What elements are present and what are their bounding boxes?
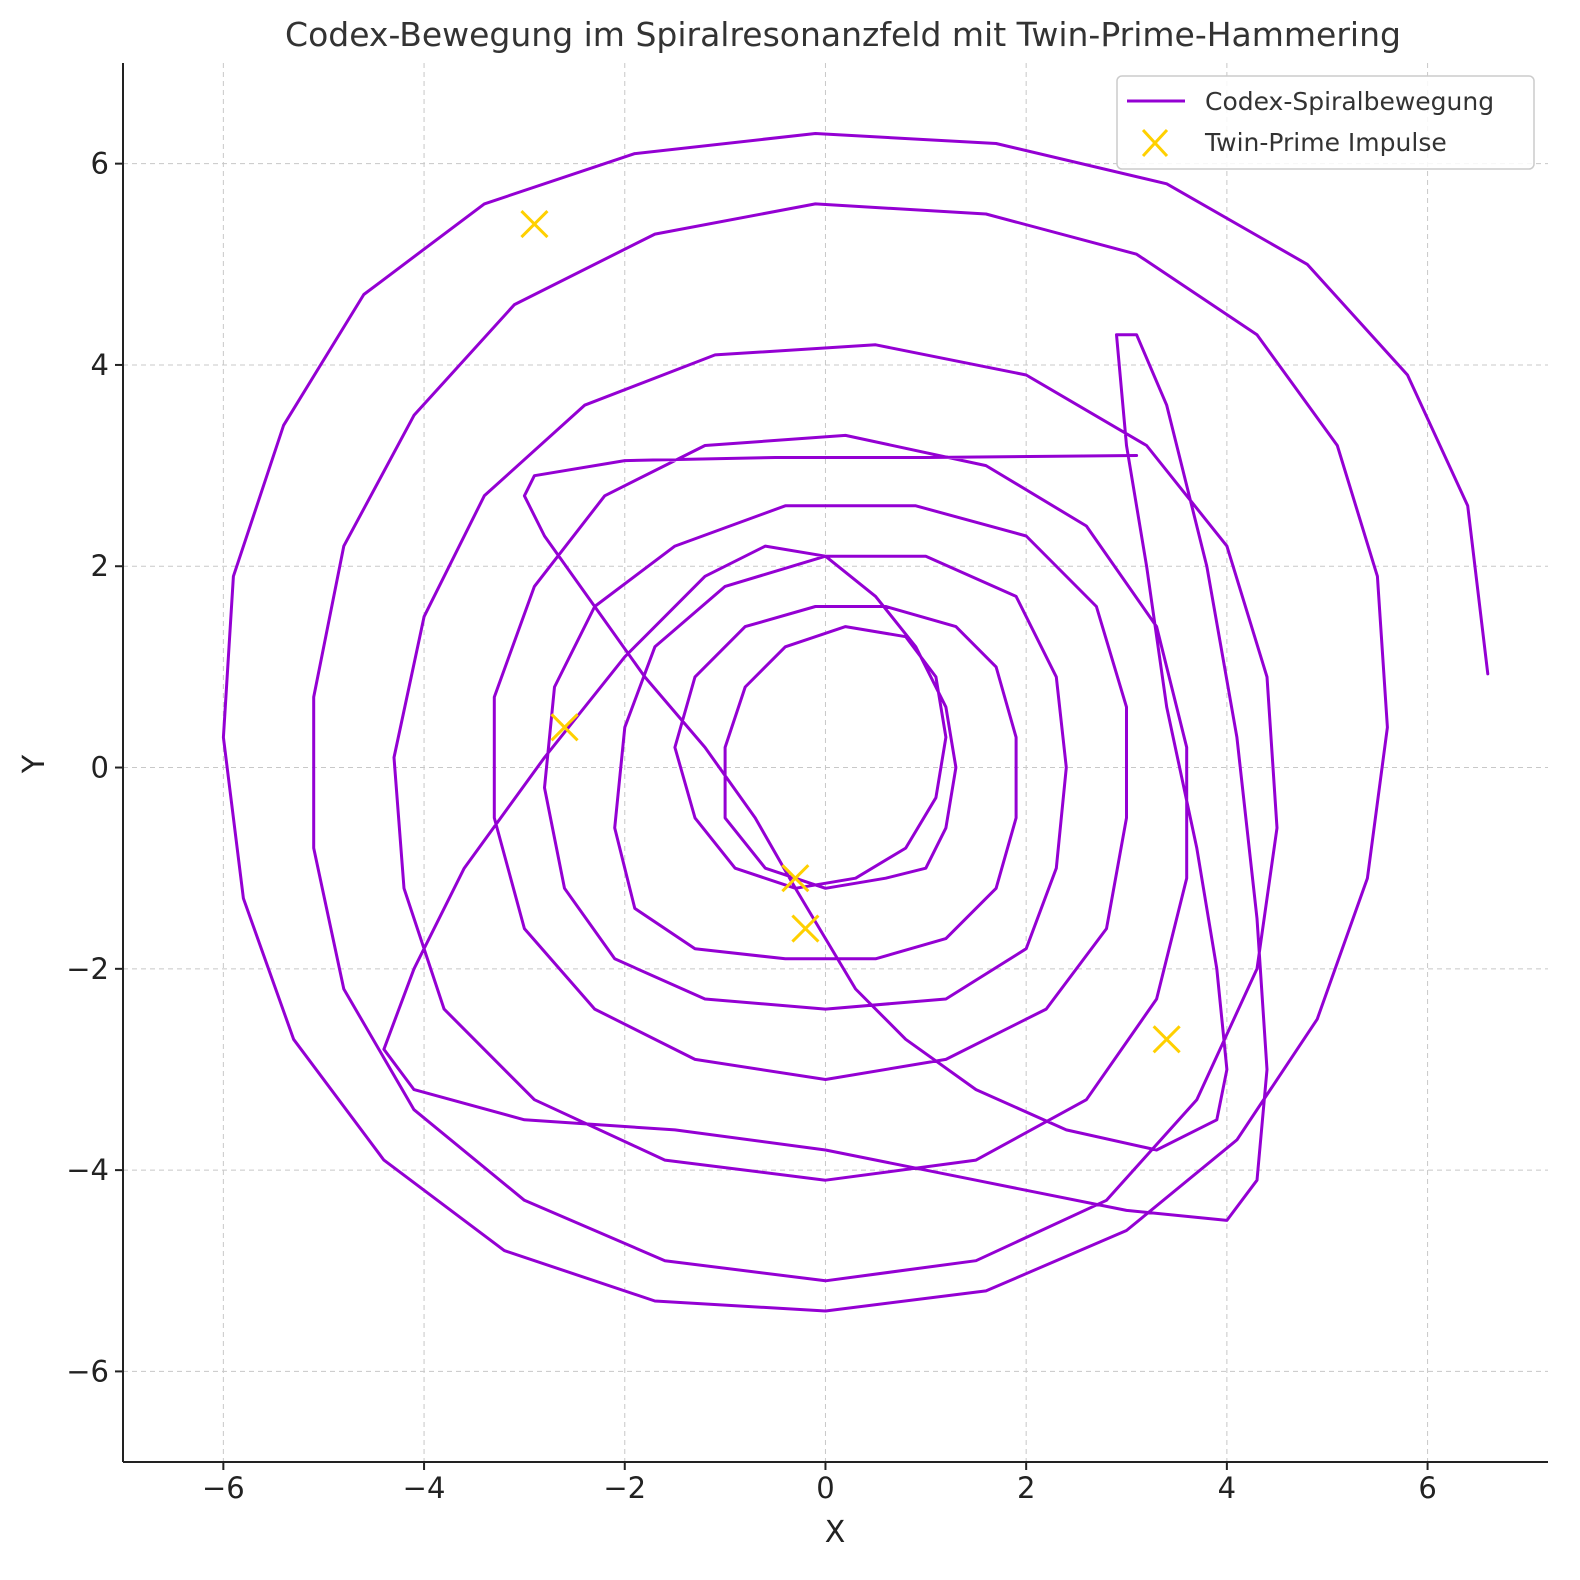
marker-stroke <box>520 209 549 239</box>
x-tick-label: −4 <box>403 1471 446 1505</box>
legend-x-marker-icon <box>1141 128 1169 158</box>
marker-stroke <box>1152 1025 1181 1054</box>
twin-prime-impulse-marker <box>520 209 549 239</box>
x-axis-label: X <box>825 1515 846 1550</box>
x-tick-label: 2 <box>1017 1471 1035 1505</box>
y-axis-label: Y <box>17 754 52 774</box>
y-axis-ticks: −6 −4 −2 0 2 4 6 <box>66 147 123 1388</box>
gridlines <box>123 63 1548 1462</box>
y-tick-label: 4 <box>91 348 109 382</box>
y-tick-label: 6 <box>91 147 109 181</box>
x-tick-label: 6 <box>1418 1471 1436 1505</box>
x-tick-label: 4 <box>1218 1471 1236 1505</box>
chart-title: Codex-Bewegung im Spiralresonanzfeld mit… <box>285 15 1401 54</box>
axes <box>122 63 1548 1463</box>
x-tick-label: −2 <box>603 1471 646 1505</box>
marker-stroke <box>550 713 579 742</box>
y-tick-label: −6 <box>66 1354 109 1388</box>
y-tick-label: −2 <box>66 952 109 986</box>
twin-prime-impulse-marker <box>550 713 579 742</box>
plot-area <box>221 132 1490 1313</box>
x-tick-label: −6 <box>202 1471 245 1505</box>
series-line-codex-spiralbewegung <box>221 132 1490 1313</box>
y-tick-label: −4 <box>66 1153 109 1187</box>
y-tick-label: 2 <box>91 549 109 583</box>
legend-label-spiral: Codex-Spiralbewegung <box>1205 87 1494 116</box>
y-tick-label: 0 <box>91 751 109 785</box>
twin-prime-impulse-marker <box>1152 1025 1181 1054</box>
legend-label-twin-prime: Twin-Prime Impulse <box>1204 128 1447 157</box>
twin-prime-impulse-marker <box>781 864 810 893</box>
marker-stroke <box>781 864 810 893</box>
x-axis-ticks: −6 −4 −2 0 2 4 6 <box>202 1462 1437 1505</box>
legend-frame <box>1116 75 1535 170</box>
x-tick-label: 0 <box>816 1471 834 1505</box>
twin-prime-impulse-marker <box>791 914 820 943</box>
marker-stroke <box>791 914 820 943</box>
legend: Codex-Spiralbewegung Twin-Prime Impulse <box>1116 75 1535 170</box>
